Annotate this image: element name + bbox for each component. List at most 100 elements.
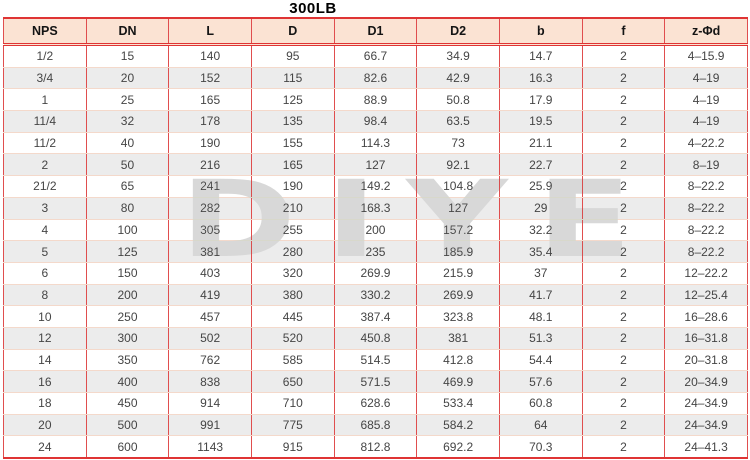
table-row: 11/4 32 178 135 98.4 63.5 19.5 2 4–19 <box>3 110 748 133</box>
table-row: 18 450 914 710 628.6 533.4 60.8 2 24–34.9 <box>3 392 748 415</box>
column-header-d: D <box>250 17 335 46</box>
cell: 381 <box>168 240 252 263</box>
cell: 2 <box>581 88 666 112</box>
cell: 40 <box>85 132 170 155</box>
cell: 185.9 <box>416 240 500 263</box>
cell: 255 <box>250 219 335 242</box>
cell: 6 <box>3 262 87 285</box>
cell: 457 <box>168 305 252 328</box>
table-row: 8 200 419 380 330.2 269.9 41.7 2 12–25.4 <box>3 284 748 307</box>
cell: 20–31.8 <box>664 349 748 372</box>
cell: 2 <box>581 435 666 460</box>
cell: 8–22.2 <box>664 240 748 263</box>
cell: 2 <box>581 153 666 177</box>
cell: 57.6 <box>498 370 583 393</box>
cell: 914 <box>168 392 252 415</box>
cell: 22.7 <box>498 153 583 177</box>
cell: 114.3 <box>333 132 418 155</box>
cell: 2 <box>581 110 666 133</box>
cell: 216 <box>168 153 252 177</box>
cell: 4 <box>3 219 87 242</box>
cell: 1 <box>3 88 87 112</box>
cell: 25.9 <box>498 175 583 198</box>
cell: 20 <box>3 414 87 437</box>
cell: 37 <box>498 262 583 285</box>
cell: 48.1 <box>498 305 583 328</box>
cell: 80 <box>85 197 170 220</box>
cell: 2 <box>581 197 666 220</box>
cell: 2 <box>581 44 666 68</box>
cell: 41.7 <box>498 284 583 307</box>
cell: 42.9 <box>416 67 500 90</box>
cell: 838 <box>168 370 252 393</box>
cell: 330.2 <box>333 284 418 307</box>
cell: 115 <box>250 67 335 90</box>
cell: 685.8 <box>333 414 418 437</box>
cell: 2 <box>581 349 666 372</box>
cell: 210 <box>250 197 335 220</box>
cell: 269.9 <box>416 284 500 307</box>
cell: 2 <box>581 414 666 437</box>
cell: 2 <box>581 240 666 263</box>
column-header-l: L <box>168 17 252 46</box>
cell: 628.6 <box>333 392 418 415</box>
cell: 2 <box>581 370 666 393</box>
cell: 16 <box>3 370 87 393</box>
cell: 20 <box>85 67 170 90</box>
cell: 585 <box>250 349 335 372</box>
cell: 60.8 <box>498 392 583 415</box>
cell: 775 <box>250 414 335 437</box>
cell: 710 <box>250 392 335 415</box>
table-row: 5 125 381 280 235 185.9 35.4 2 8–22.2 <box>3 240 748 263</box>
cell: 24–34.9 <box>664 392 748 415</box>
cell: 5 <box>3 240 87 263</box>
cell: 381 <box>416 327 500 350</box>
table-header: NPS DN L D D1 D2 b f z-Φd <box>3 17 748 46</box>
cell: 4–19 <box>664 110 748 133</box>
cell: 2 <box>581 305 666 328</box>
column-header-d2: D2 <box>416 17 500 46</box>
cell: 762 <box>168 349 252 372</box>
table-row: 2 50 216 165 127 92.1 22.7 2 8–19 <box>3 153 748 177</box>
cell: 11/2 <box>3 132 87 155</box>
cell: 92.1 <box>416 153 500 177</box>
cell: 12–25.4 <box>664 284 748 307</box>
cell: 95 <box>250 44 335 68</box>
cell: 157.2 <box>416 219 500 242</box>
cell: 70.3 <box>498 435 583 460</box>
cell: 8–22.2 <box>664 219 748 242</box>
table-body: 1/2 15 140 95 66.7 34.9 14.7 2 4–15.9 3/4 20 152 115… <box>3 44 748 460</box>
cell: 34.9 <box>416 44 500 68</box>
cell: 571.5 <box>333 370 418 393</box>
cell: 2 <box>581 132 666 155</box>
cell: 100 <box>85 219 170 242</box>
table-row: 12 300 502 520 450.8 381 51.3 2 16–31.8 <box>3 327 748 350</box>
cell: 17.9 <box>498 88 583 112</box>
cell: 168.3 <box>333 197 418 220</box>
cell: 200 <box>85 284 170 307</box>
cell: 502 <box>168 327 252 350</box>
cell: 12 <box>3 327 87 350</box>
table-row: 1 25 165 125 88.9 50.8 17.9 2 4–19 <box>3 88 748 112</box>
cell: 16–28.6 <box>664 305 748 328</box>
cell: 152 <box>168 67 252 90</box>
cell: 165 <box>168 88 252 112</box>
header-row: NPS DN L D D1 D2 b f z-Φd <box>3 17 748 46</box>
cell: 54.4 <box>498 349 583 372</box>
column-header-b: b <box>498 17 583 46</box>
cell: 8–22.2 <box>664 197 748 220</box>
cell: 2 <box>3 153 87 177</box>
cell: 520 <box>250 327 335 350</box>
cell: 380 <box>250 284 335 307</box>
cell: 14.7 <box>498 44 583 68</box>
cell: 269.9 <box>333 262 418 285</box>
cell: 178 <box>168 110 252 133</box>
cell: 64 <box>498 414 583 437</box>
cell: 514.5 <box>333 349 418 372</box>
cell: 50.8 <box>416 88 500 112</box>
cell: 10 <box>3 305 87 328</box>
cell: 445 <box>250 305 335 328</box>
cell: 412.8 <box>416 349 500 372</box>
table-row: 20 500 991 775 685.8 584.2 64 2 24–34.9 <box>3 414 748 437</box>
cell: 32 <box>85 110 170 133</box>
